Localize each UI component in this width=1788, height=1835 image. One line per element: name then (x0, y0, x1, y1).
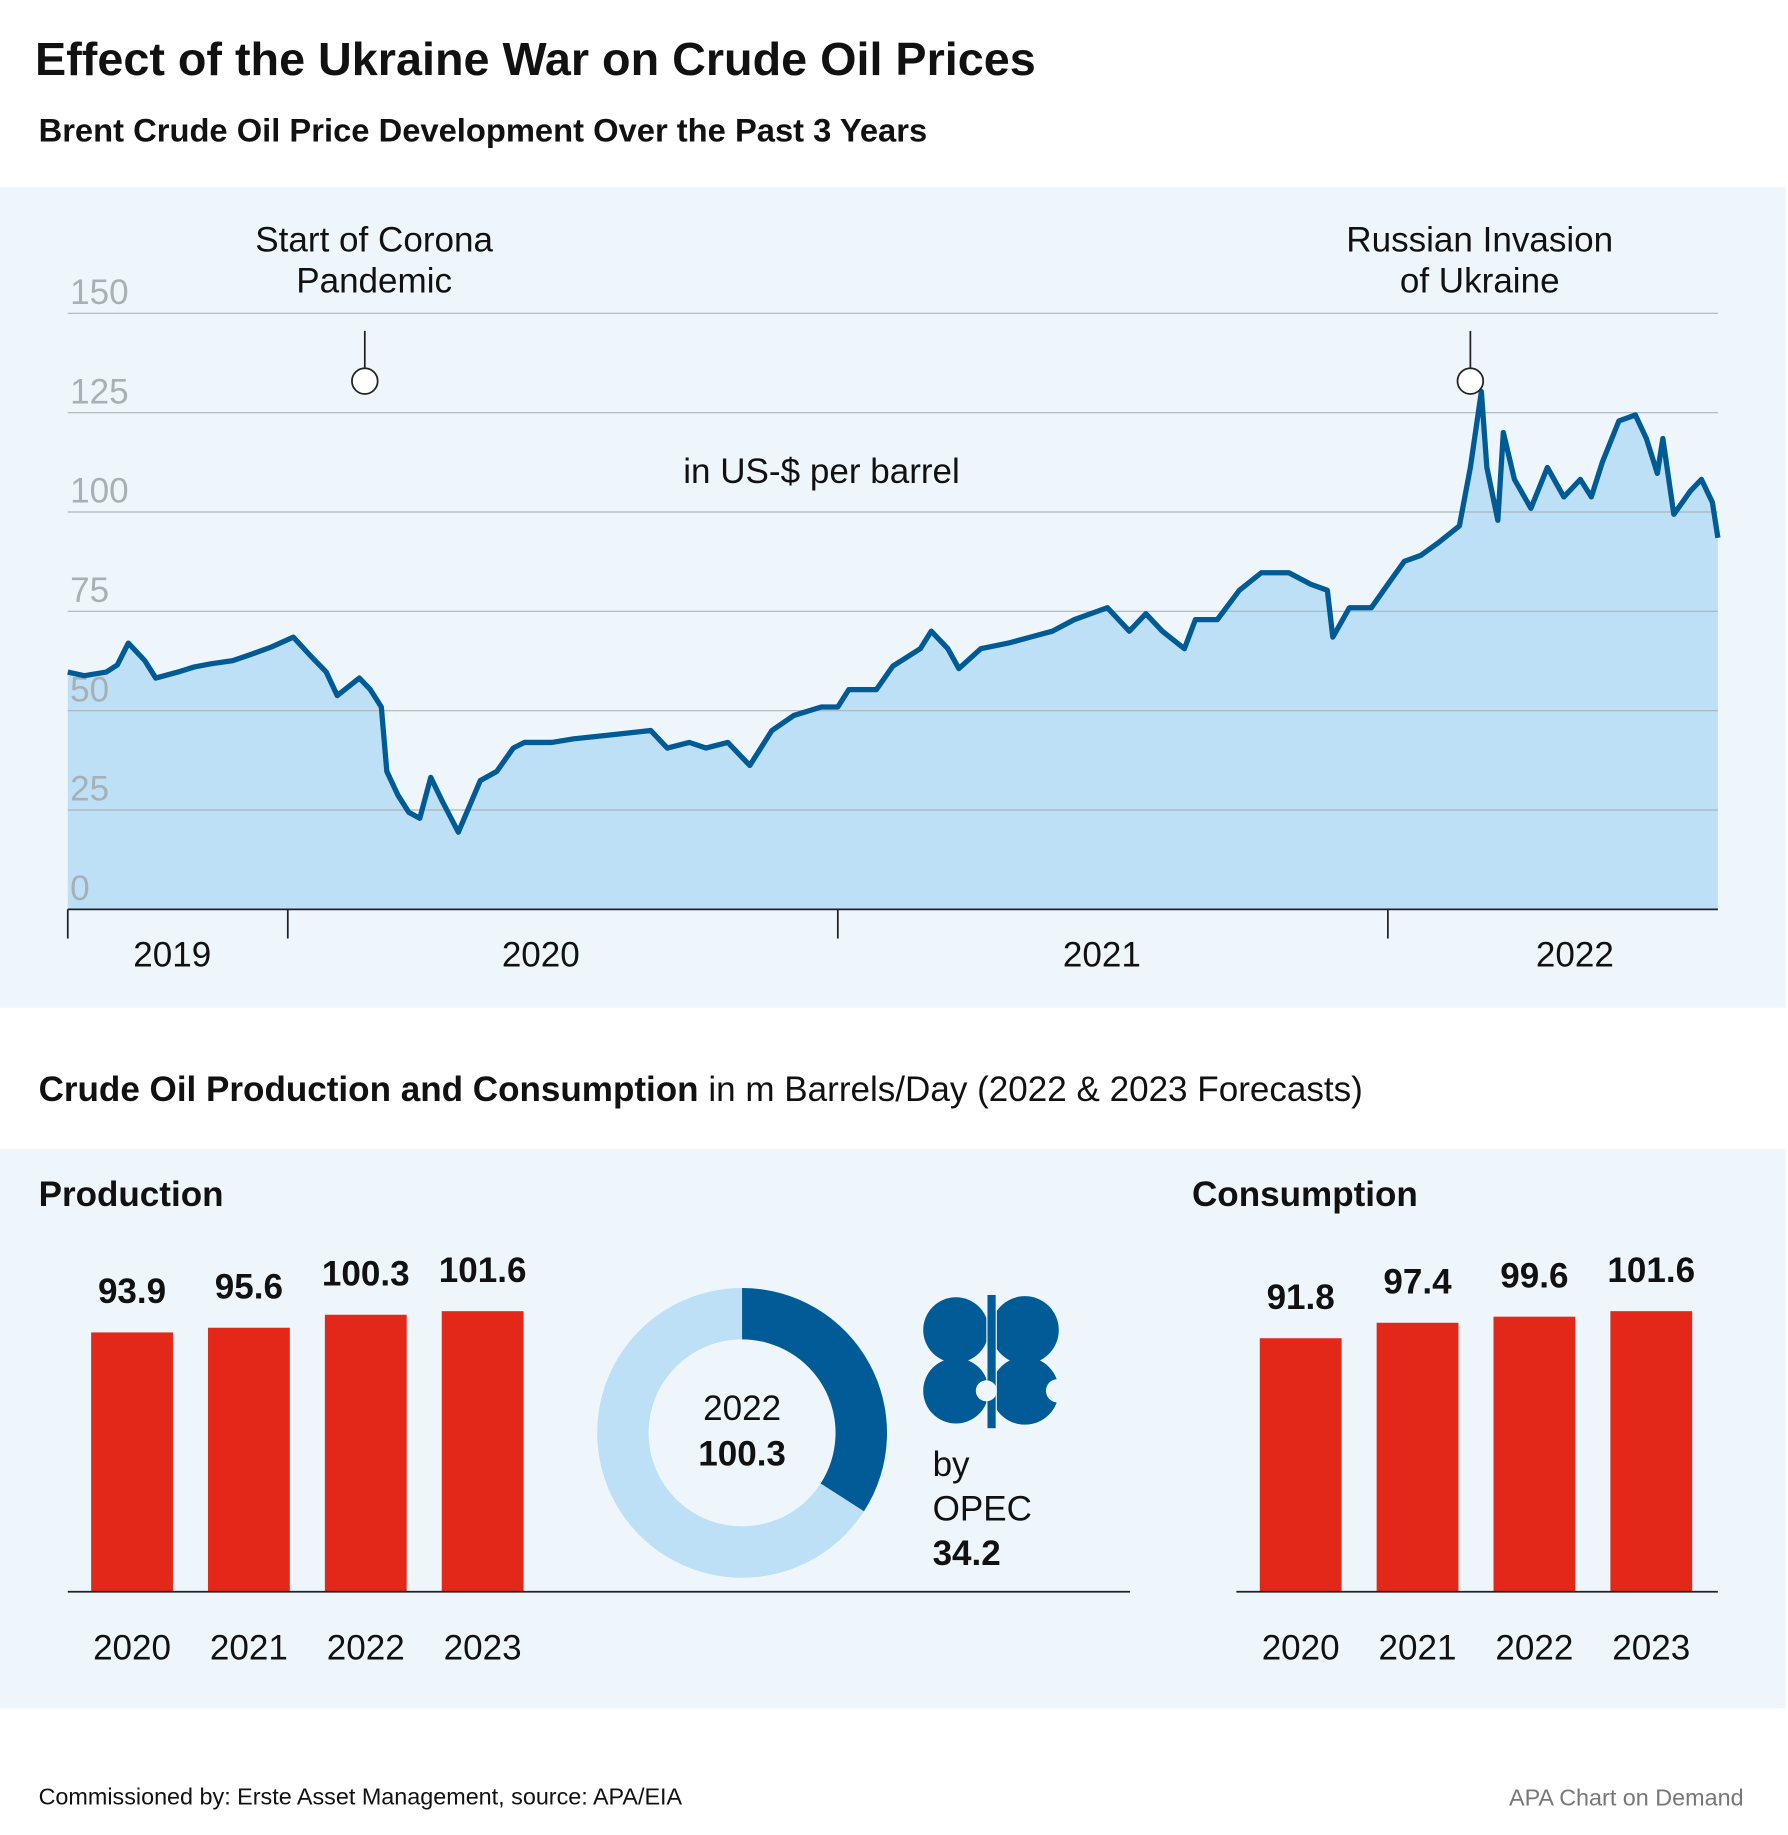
page-subtitle: Brent Crude Oil Price Development Over t… (39, 112, 928, 149)
value-label: 100.3 (322, 1255, 410, 1294)
annotation-text: Russian Invasion (1346, 220, 1613, 259)
footer-source: Commissioned by: Erste Asset Management,… (39, 1783, 683, 1809)
bar (441, 1311, 524, 1592)
annotation-text: Start of Corona (255, 220, 493, 259)
page-title: Effect of the Ukraine War on Crude Oil P… (35, 33, 1036, 85)
x-tick-label: 2019 (133, 936, 211, 975)
category-label: 2021 (210, 1629, 288, 1668)
y-tick-label: 150 (70, 273, 128, 312)
value-label: 95.6 (215, 1268, 283, 1307)
footer-credit: APA Chart on Demand (1509, 1785, 1744, 1811)
y-tick-label: 75 (70, 571, 109, 610)
panel-title: Consumption (1192, 1175, 1418, 1214)
x-tick-label: 2021 (1063, 936, 1141, 975)
value-label: 91.8 (1267, 1278, 1335, 1317)
annotation-text: Pandemic (296, 261, 452, 300)
unit-label: in US-$ per barrel (683, 452, 960, 491)
section-heading: Crude Oil Production and Consumption in … (39, 1070, 1363, 1109)
bar (1610, 1311, 1693, 1592)
category-label: 2021 (1379, 1629, 1457, 1668)
category-label: 2023 (1612, 1629, 1690, 1668)
value-label: 101.6 (1607, 1251, 1695, 1290)
section-subtitle: in m Barrels/Day (2022 & 2023 Forecasts) (708, 1070, 1362, 1109)
annotation-marker (1456, 367, 1485, 395)
section-title: Crude Oil Production and Consumption (39, 1070, 699, 1109)
y-tick-label: 100 (70, 472, 128, 511)
value-label: 101.6 (439, 1251, 527, 1290)
bar-panel (0, 1148, 1786, 1709)
bar (1259, 1338, 1342, 1592)
price-line (67, 388, 1721, 835)
bar (1493, 1316, 1576, 1592)
donut-year: 2022 (703, 1389, 781, 1428)
category-label: 2022 (327, 1629, 405, 1668)
donut-segment (742, 1287, 887, 1512)
annotation-marker (351, 367, 379, 395)
bar (208, 1327, 290, 1592)
segment-name: OPEC (933, 1490, 1032, 1529)
opec-logo (923, 1291, 1070, 1430)
category-label: 2023 (444, 1629, 522, 1668)
annotation-text: of Ukraine (1400, 261, 1560, 300)
y-tick-label: 125 (70, 372, 128, 411)
x-tick-label: 2022 (1536, 936, 1614, 975)
segment-value: 34.2 (933, 1534, 1001, 1573)
y-tick-label: 25 (70, 770, 109, 809)
value-label: 97.4 (1383, 1263, 1452, 1302)
donut-total: 100.3 (698, 1435, 786, 1474)
x-tick-label: 2020 (502, 936, 580, 975)
category-label: 2020 (1262, 1629, 1340, 1668)
y-tick-label: 0 (70, 869, 90, 908)
category-label: 2022 (1495, 1629, 1573, 1668)
panel-title: Production (39, 1175, 224, 1214)
segment-prefix: by (933, 1445, 970, 1484)
bar (91, 1332, 173, 1592)
area-fill (67, 391, 1718, 910)
value-label: 93.9 (98, 1272, 166, 1311)
value-label: 99.6 (1500, 1256, 1568, 1295)
bar (324, 1314, 407, 1592)
category-label: 2020 (93, 1629, 171, 1668)
bar (1376, 1322, 1459, 1592)
